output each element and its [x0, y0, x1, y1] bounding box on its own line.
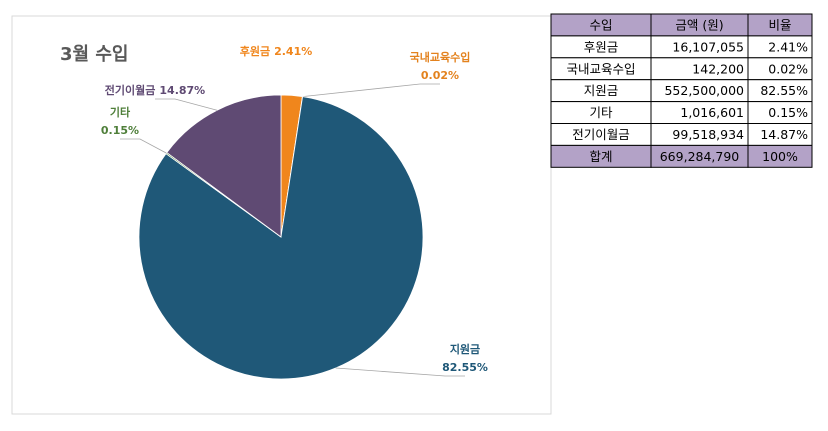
data-label: 국내교육수입 0.02%: [410, 50, 471, 82]
cell-text: 전기이월금: [572, 127, 630, 142]
cell-text: 합계: [589, 149, 612, 164]
data-label: 지원금 82.55%: [442, 342, 488, 374]
cell-text: 수입: [589, 17, 612, 32]
cell-text: 0.02%: [768, 61, 808, 76]
leader-line: [155, 98, 218, 111]
leader-line: [335, 367, 465, 377]
label-name: 후원금: [240, 44, 270, 58]
cell-text: 2.41%: [768, 39, 808, 54]
label-value: 14.87%: [159, 84, 205, 97]
data-label: 전기이월금 14.87%: [105, 83, 205, 97]
cell-text: 지원금: [584, 83, 619, 98]
label-name: 전기이월금: [105, 83, 156, 97]
label-value: 0.02%: [421, 69, 459, 82]
label-value: 2.41%: [274, 45, 312, 58]
label-value: 82.55%: [442, 361, 488, 374]
label-name: 국내교육수입: [410, 50, 471, 64]
cell-text: 99,518,934: [672, 127, 744, 142]
leader-line: [302, 83, 440, 98]
cell-text: 1,016,601: [680, 105, 744, 120]
cell-text: 후원금: [584, 39, 619, 54]
table-cell: [747, 144, 813, 168]
cell-text: 국내교육수입: [566, 61, 635, 76]
label-name: 지원금: [450, 342, 480, 356]
cell-text: 142,200: [692, 61, 744, 76]
cell-text: 0.15%: [768, 105, 808, 120]
data-label: 기타 0.15%: [101, 105, 139, 137]
label-name: 기타: [110, 105, 131, 119]
cell-text: 669,284,790: [660, 149, 740, 164]
cell-text: 16,107,055: [672, 39, 744, 54]
data-label: 후원금 2.41%: [240, 44, 313, 58]
cell-text: 14.87%: [760, 127, 808, 142]
cell-text: 금액 (원): [675, 17, 723, 32]
chart-title: 3월 수입: [60, 43, 128, 65]
label-value: 0.15%: [101, 124, 139, 137]
pie: 후원금 2.41% 국내교육수입 0.02% 지원금 82.55% 기타 0.15% 전기이월금…: [101, 44, 488, 380]
pie-slice: [138, 96, 424, 380]
cell-text: 82.55%: [760, 83, 808, 98]
cell-text: 100%: [762, 149, 798, 164]
cell-text: 기타: [589, 105, 613, 120]
cell-text: 552,500,000: [664, 83, 744, 98]
leader-line: [120, 138, 167, 154]
cell-text: 비율: [768, 17, 791, 32]
